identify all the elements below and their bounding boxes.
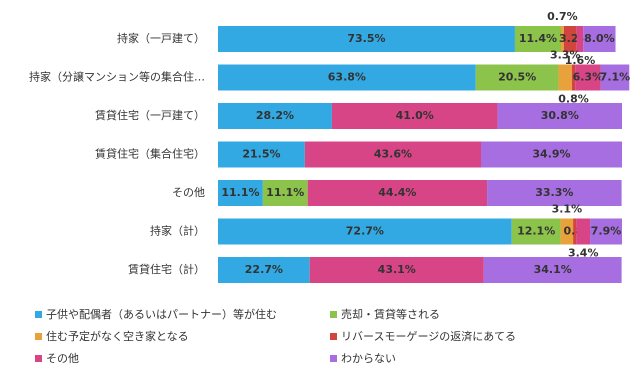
bar-segment [558,64,572,91]
legend-label: 住む予定がなく空き家となる [46,329,189,343]
bar-segment [481,141,622,168]
legend-swatch [330,311,337,318]
legend-label: 子供や配偶者（あるいはパートナー）等が住む [46,307,277,321]
bar-segment [262,180,308,206]
bar-segment [331,103,498,129]
bar-segment [218,64,476,91]
value-label: 3.4% [568,247,599,260]
value-label: 7.1% [600,71,631,84]
bar-segment [575,64,601,91]
legend-swatch [35,355,42,362]
bar-segment [218,180,263,206]
value-label: 8.0% [584,32,615,45]
value-label: 28.2% [256,109,294,122]
value-label: 43.1% [378,263,416,276]
value-label: 43.6% [374,148,412,161]
bar-segment [218,103,332,129]
value-label: 44.4% [378,186,416,199]
value-label: 11.1% [266,186,304,199]
value-label: 21.5% [242,148,280,161]
legend-swatch [35,333,42,340]
bar-segment [218,257,310,283]
value-label: 6.3% [573,71,604,84]
category-label: 持家（計） [150,224,205,238]
bar-segment [583,26,616,52]
bar-segment [497,103,622,129]
bar-segment [511,218,561,245]
bar-segment [304,141,482,168]
bar-segment [218,141,305,168]
category-label: 持家（一戸建て） [117,31,205,45]
value-label: 30.8% [541,109,579,122]
bar-segment [576,218,591,245]
category-label: 賃貸住宅（一戸建て） [95,108,205,122]
value-label: 73.5% [347,32,385,45]
value-label: 11.1% [221,186,259,199]
bar-segment [218,218,512,245]
bar-segment [307,180,488,206]
bar-segment [218,26,515,52]
value-label: 20.5% [498,71,536,84]
value-label: 22.7% [245,263,283,276]
value-label: 33.3% [535,186,573,199]
legend-label: わからない [341,352,396,365]
value-label: 63.8% [328,71,366,84]
bar-segment [483,257,622,283]
bar-segment [487,180,622,206]
value-label: 0.7% [547,10,578,23]
value-label: 41.0% [396,109,434,122]
legend-label: 売却・賃貸等される [341,307,440,321]
bar-segment [600,64,630,91]
value-label: 34.9% [532,148,570,161]
value-label: 1.6% [565,54,596,67]
category-label: その他 [172,186,205,199]
value-label: 3.3% [550,49,581,62]
bar-segment [563,26,577,52]
category-label: 持家（分譲マンション等の集合住… [29,70,205,84]
value-label: 34.1% [534,263,572,276]
value-label: 3.1% [552,203,583,216]
value-label: 7.9% [591,225,622,238]
bar-segment [590,218,622,245]
legend-label: リバースモーゲージの返済にあてる [341,329,516,343]
legend-swatch [35,311,42,318]
bar-segment [514,26,561,52]
bar-segment [576,26,584,52]
bar-segment [573,218,577,245]
legend-swatch [330,355,337,362]
bar-segment [475,64,559,91]
category-label: 賃貸住宅（集合住宅） [95,147,205,161]
category-label: 賃貸住宅（計） [128,262,205,276]
bar-segment [560,218,574,245]
legend-swatch [330,333,337,340]
bar-segment [309,257,484,283]
value-label: 72.7% [346,225,384,238]
value-label: 0.8% [558,93,589,106]
bar-segment [560,26,564,52]
bar-segment [571,64,576,91]
value-label: 11.4% [519,32,557,45]
value-label: 12.1% [517,225,555,238]
legend-label: その他 [46,352,79,365]
